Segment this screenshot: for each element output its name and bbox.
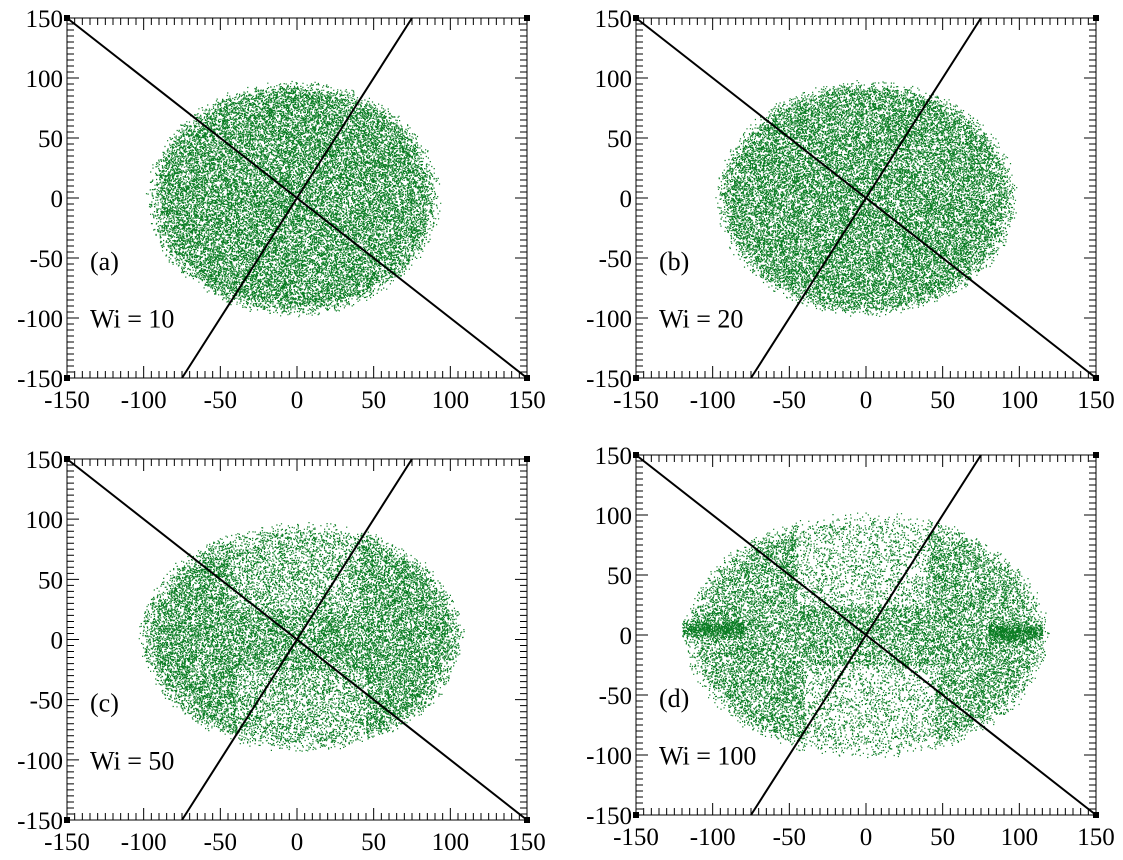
x-tick-label: 50	[930, 824, 955, 851]
y-tick-label: 150	[595, 443, 633, 470]
y-tick-label: 100	[595, 503, 633, 530]
x-tick-label: -100	[690, 387, 736, 414]
x-tick-label: -100	[121, 387, 167, 414]
x-tick-label: 100	[432, 387, 470, 414]
panel-d: -150 -100 -50 0 50 100 150 150 100 50 0 -50 -100 -150…	[586, 443, 1115, 851]
y-tick-label: 0	[620, 186, 633, 213]
corner-marker	[1093, 452, 1099, 458]
x-tick-label: -150	[613, 387, 659, 414]
corner-marker	[633, 375, 639, 381]
scatter-points	[715, 80, 1018, 317]
y-tick-label: 0	[620, 623, 633, 650]
x-tick-label: 0	[291, 829, 304, 856]
y-tick-label: -150	[17, 808, 63, 835]
y-tick-label: 50	[38, 126, 63, 153]
x-tick-label: -50	[773, 824, 806, 851]
x-tick-label: -100	[690, 824, 736, 851]
corner-marker	[633, 812, 639, 818]
x-tick-label: 50	[930, 387, 955, 414]
x-tick-label: 100	[1001, 387, 1039, 414]
y-tick-label: 0	[51, 628, 64, 655]
y-tick-label: -50	[30, 688, 63, 715]
x-tick-label: 150	[1077, 824, 1115, 851]
x-tick-label: 100	[1001, 824, 1039, 851]
x-tick-label: 0	[291, 387, 304, 414]
corner-marker	[64, 817, 70, 823]
panel-a: -150 -100 -50 0 50 100 150 150 100 50 0 -50 -100 -150…	[17, 6, 546, 414]
x-tick-label: -50	[773, 387, 806, 414]
x-tick-label: -150	[44, 829, 90, 856]
panel-label: (c)	[90, 689, 119, 718]
y-tick-label: -150	[586, 366, 632, 393]
panel-label: (d)	[659, 684, 689, 713]
x-tick-label: 50	[361, 829, 386, 856]
x-tick-label: 100	[432, 829, 470, 856]
x-tick-label: 150	[508, 387, 546, 414]
reference-line-2	[750, 454, 982, 816]
x-tick-label: -150	[44, 387, 90, 414]
x-tick-label: 150	[508, 829, 546, 856]
axis-ticks	[635, 454, 1097, 816]
y-tick-label: -100	[586, 306, 632, 333]
y-tick-label: -150	[17, 366, 63, 393]
reference-line-2	[750, 17, 982, 379]
axis-ticks	[66, 458, 528, 821]
corner-marker	[1093, 15, 1099, 21]
panel-c: -150 -100 -50 0 50 100 150 150 100 50 0 -50 -100 -150…	[17, 447, 546, 856]
axis-ticks	[66, 17, 528, 379]
panel-label: (a)	[90, 247, 119, 276]
y-tick-label: 150	[26, 447, 64, 474]
x-tick-label: 50	[361, 387, 386, 414]
x-tick-label: -100	[121, 829, 167, 856]
panel-label: (b)	[659, 247, 689, 276]
scatter-points	[145, 80, 442, 318]
x-tick-label: 0	[860, 824, 873, 851]
y-tick-label: 50	[607, 563, 632, 590]
y-tick-label: -100	[17, 748, 63, 775]
y-tick-label: 100	[26, 507, 64, 534]
x-tick-label: 0	[860, 387, 873, 414]
corner-marker	[524, 15, 530, 21]
scatter-points	[138, 522, 465, 752]
panel-annotation: Wi = 100	[659, 742, 756, 771]
y-tick-label: 150	[595, 6, 633, 33]
y-tick-label: 50	[607, 126, 632, 153]
y-tick-label: 100	[26, 66, 64, 93]
panel-annotation: Wi = 20	[659, 305, 743, 334]
y-tick-label: 150	[26, 6, 64, 33]
panel-annotation: Wi = 50	[90, 746, 174, 775]
x-tick-label: -150	[613, 824, 659, 851]
y-tick-label: 100	[595, 66, 633, 93]
y-tick-label: -100	[586, 743, 632, 770]
reference-line-2	[181, 458, 413, 821]
panel-annotation: Wi = 10	[90, 305, 174, 334]
panel-b: -150 -100 -50 0 50 100 150 150 100 50 0 -50 -100 -150…	[586, 6, 1115, 414]
y-tick-label: 50	[38, 567, 63, 594]
x-tick-label: 150	[1077, 387, 1115, 414]
corner-marker	[64, 375, 70, 381]
corner-marker	[524, 456, 530, 462]
y-tick-label: -50	[599, 683, 632, 710]
y-tick-label: -150	[586, 803, 632, 830]
y-tick-label: -50	[30, 246, 63, 273]
y-tick-label: -50	[599, 246, 632, 273]
x-tick-label: -50	[204, 829, 237, 856]
y-tick-label: 0	[51, 186, 64, 213]
y-tick-label: -100	[17, 306, 63, 333]
reference-line-2	[181, 17, 413, 379]
axis-ticks	[635, 17, 1097, 379]
x-tick-label: -50	[204, 387, 237, 414]
